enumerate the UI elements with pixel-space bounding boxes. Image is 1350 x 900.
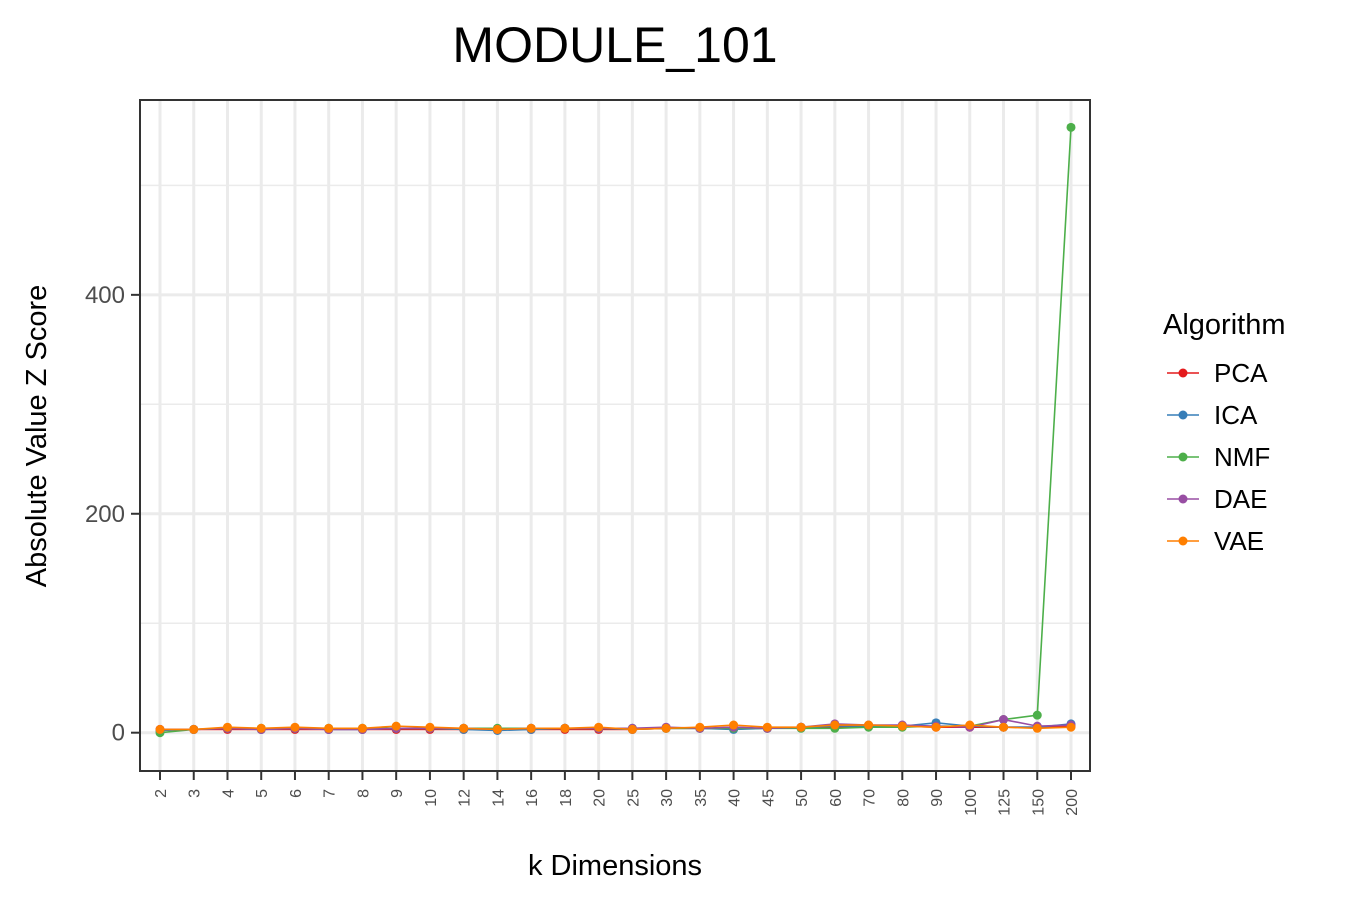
legend-title: Algorithm xyxy=(1163,309,1286,341)
x-tick-label: 20 xyxy=(592,789,609,807)
data-point-vae xyxy=(1032,723,1042,733)
x-axis: 2 3 4 5 6 7 8 9 10 12 14 16 18 20 25 30 35 40 45 50 60 70 80 90… xyxy=(153,771,1081,816)
x-tick-label: 3 xyxy=(187,789,204,798)
x-tick-label: 60 xyxy=(828,789,845,807)
chart-title: MODULE_101 xyxy=(452,17,777,73)
x-tick-label: 125 xyxy=(997,789,1014,816)
y-tick-label: 400 xyxy=(85,282,125,309)
data-point-vae xyxy=(324,723,334,733)
data-point-vae xyxy=(290,722,300,732)
legend-label: ICA xyxy=(1214,400,1258,430)
legend-label: PCA xyxy=(1214,358,1268,388)
legend-label: VAE xyxy=(1214,526,1264,556)
x-tick-label: 5 xyxy=(254,789,271,798)
data-point-vae xyxy=(627,724,637,734)
data-point-vae xyxy=(425,722,435,732)
legend-item-pca: PCA xyxy=(1167,358,1268,388)
legend: Algorithm PCA ICA NMF DAE VAE xyxy=(1163,309,1286,556)
legend-key-point xyxy=(1178,368,1188,378)
legend-item-vae: VAE xyxy=(1167,526,1264,556)
x-tick-label: 2 xyxy=(153,789,170,798)
data-point-vae xyxy=(189,724,199,734)
data-point-vae xyxy=(999,722,1009,732)
x-tick-label: 50 xyxy=(794,789,811,807)
x-tick-label: 35 xyxy=(693,789,710,807)
data-point-vae xyxy=(526,723,536,733)
x-tick-label: 40 xyxy=(727,789,744,807)
y-axis-label: Absolute Value Z Score xyxy=(21,285,53,588)
legend-key-point xyxy=(1178,494,1188,504)
legend-item-nmf: NMF xyxy=(1167,442,1270,472)
x-tick-label: 6 xyxy=(288,789,305,798)
x-tick-label: 9 xyxy=(389,789,406,798)
x-tick-label: 12 xyxy=(457,789,474,807)
data-point-vae xyxy=(695,722,705,732)
data-point-vae xyxy=(762,722,772,732)
legend-item-ica: ICA xyxy=(1167,400,1258,430)
data-point-vae xyxy=(897,721,907,731)
data-point-vae xyxy=(391,721,401,731)
data-point-nmf xyxy=(1066,122,1076,132)
x-tick-label: 18 xyxy=(558,789,575,807)
series-vae xyxy=(155,720,1076,734)
x-tick-label: 25 xyxy=(625,789,642,807)
y-axis: 0 200 400 xyxy=(85,282,140,747)
data-point-vae xyxy=(931,722,941,732)
x-tick-label: 45 xyxy=(760,789,777,807)
legend-key-point xyxy=(1178,410,1188,420)
data-point-vae xyxy=(594,722,604,732)
x-tick-label: 7 xyxy=(322,789,339,798)
data-point-vae xyxy=(155,724,165,734)
data-point-vae xyxy=(222,722,232,732)
x-tick-label: 4 xyxy=(220,789,237,798)
x-tick-label: 200 xyxy=(1064,789,1081,816)
x-tick-label: 14 xyxy=(490,789,507,807)
x-axis-label: k Dimensions xyxy=(528,850,702,882)
legend-key-point xyxy=(1178,452,1188,462)
x-tick-label: 100 xyxy=(963,789,980,816)
data-point-vae xyxy=(560,723,570,733)
series-lines xyxy=(155,122,1076,738)
data-point-dae xyxy=(999,715,1009,725)
data-point-nmf xyxy=(1032,710,1042,720)
x-tick-label: 80 xyxy=(895,789,912,807)
series-line-nmf xyxy=(159,127,1072,734)
data-point-vae xyxy=(864,720,874,730)
grid xyxy=(140,100,1090,771)
x-tick-label: 10 xyxy=(423,789,440,807)
data-point-vae xyxy=(256,723,266,733)
data-point-vae xyxy=(459,723,469,733)
x-tick-label: 30 xyxy=(659,789,676,807)
data-point-vae xyxy=(357,723,367,733)
plot-panel-border xyxy=(139,99,1091,772)
data-point-vae xyxy=(1066,722,1076,732)
legend-label: DAE xyxy=(1214,484,1267,514)
data-point-vae xyxy=(965,720,975,730)
data-point-vae xyxy=(796,722,806,732)
series-line-vae xyxy=(160,724,1072,731)
legend-key-point xyxy=(1178,536,1188,546)
y-tick-label: 0 xyxy=(112,720,125,747)
legend-item-dae: DAE xyxy=(1167,484,1267,514)
x-tick-label: 150 xyxy=(1030,789,1047,816)
x-tick-label: 16 xyxy=(524,789,541,807)
data-point-vae xyxy=(661,723,671,733)
data-point-vae xyxy=(830,720,840,730)
x-tick-label: 8 xyxy=(355,789,372,798)
data-point-vae xyxy=(492,724,502,734)
x-tick-label: 90 xyxy=(929,789,946,807)
x-tick-label: 70 xyxy=(862,789,879,807)
data-point-vae xyxy=(729,720,739,730)
y-tick-label: 200 xyxy=(85,501,125,528)
legend-label: NMF xyxy=(1214,442,1270,472)
